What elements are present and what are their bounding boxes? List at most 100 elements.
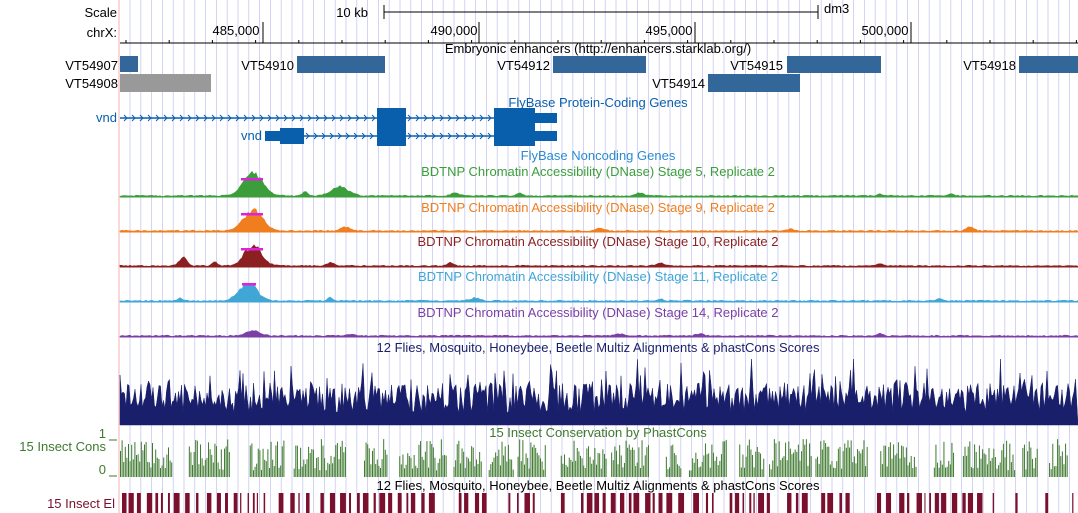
- phastcons-bar: [860, 453, 862, 477]
- phastcons-bar: [535, 447, 537, 477]
- chevron: [447, 114, 452, 122]
- protein-coding-genes-track[interactable]: FlyBase Protein-Coding Genes vnd vnd Fly…: [96, 95, 688, 163]
- phastcons-bar: [855, 463, 857, 477]
- gene-vnd-isoform-1[interactable]: vnd: [96, 108, 557, 128]
- phastcons-bar: [615, 450, 617, 477]
- conserved-element: [298, 493, 300, 513]
- phastcons-bar: [132, 459, 134, 477]
- conserved-elements-track[interactable]: 12 Flies, Mosquito, Honeybee, Beetle Mul…: [47, 478, 1074, 513]
- phastcons-bar: [644, 455, 646, 477]
- phastcons-bar: [193, 452, 195, 477]
- enhancer-feature[interactable]: [297, 56, 385, 73]
- enhancer-VT54907[interactable]: VT54907: [65, 56, 138, 73]
- enhancer-VT54915[interactable]: VT54915: [730, 56, 881, 73]
- phastcons-bar: [565, 465, 567, 477]
- phastcons-bar: [665, 456, 667, 477]
- chevron: [203, 114, 208, 122]
- phastcons-bar: [530, 442, 532, 477]
- enhancer-feature[interactable]: [553, 56, 646, 73]
- phastcons-bar: [341, 440, 343, 477]
- phastcons-bar: [278, 467, 280, 477]
- enhancer-feature[interactable]: [708, 74, 800, 92]
- phastcons-bar: [260, 469, 262, 477]
- phastcons-bar: [953, 452, 955, 477]
- phastcons-bar: [404, 468, 406, 477]
- conserved-element: [934, 493, 939, 513]
- phastcons-bar: [1036, 448, 1038, 477]
- conserved-element: [729, 493, 733, 513]
- phastcons-bar: [134, 442, 136, 477]
- phastcons-bar: [400, 464, 402, 477]
- conserved-element: [693, 493, 699, 513]
- phastcons-bar: [344, 447, 346, 477]
- dnase-signal: [119, 330, 1078, 338]
- phastcons-bar: [1012, 454, 1014, 477]
- phastcons-bar: [144, 444, 145, 477]
- phastcons-bar: [283, 440, 285, 477]
- conserved-element: [711, 493, 714, 513]
- phastcons-bar: [128, 443, 129, 477]
- position-ticks: [125, 22, 1077, 43]
- conserved-element: [1072, 493, 1074, 513]
- gene-vnd-isoform-2[interactable]: vnd: [241, 126, 557, 146]
- conserved-element: [340, 493, 346, 513]
- phastcons-bar: [1023, 444, 1025, 477]
- phastcons-bar: [192, 464, 194, 477]
- enhancer-VT54912[interactable]: VT54912: [497, 56, 646, 73]
- phastcons-bar: [219, 469, 221, 477]
- enhancer-VT54910[interactable]: VT54910: [241, 56, 385, 73]
- phastcons-bar: [1050, 469, 1052, 477]
- enhancer-VT54908[interactable]: VT54908: [65, 74, 211, 92]
- conserved-element: [899, 493, 905, 513]
- phastcons-bar: [568, 457, 570, 477]
- phastcons-bar: [296, 445, 298, 477]
- phastcons-bar: [901, 445, 903, 477]
- phastcons-bar: [825, 443, 827, 477]
- phastcons-bar: [211, 454, 213, 477]
- phastcons-bar: [894, 455, 896, 477]
- conserved-element: [252, 493, 255, 513]
- enhancer-feature[interactable]: [787, 56, 881, 73]
- phastcons-bar: [692, 458, 694, 477]
- base-position-ruler[interactable]: Scale chrX: 10 kb dm3 485,000 490,000 49…: [84, 1, 1078, 44]
- phastcons-bar: [912, 468, 914, 477]
- chevron: [423, 114, 428, 122]
- phastcons-bar: [506, 461, 508, 477]
- enhancer-VT54914[interactable]: VT54914: [652, 74, 800, 92]
- phastcons-bar: [371, 450, 373, 477]
- phastcons-bar: [591, 463, 593, 477]
- phastcons-bar: [421, 456, 423, 477]
- enhancer-label: VT54907: [65, 58, 118, 73]
- phastcons-bar: [602, 449, 604, 477]
- phastcons-bar: [498, 449, 500, 477]
- phastcons-bar: [222, 469, 224, 477]
- phastcons-bar: [967, 446, 969, 477]
- phastcons-bar: [384, 449, 386, 477]
- enhancer-feature[interactable]: [1019, 56, 1078, 73]
- phastcons-bar: [208, 442, 210, 477]
- phastcons-bar: [693, 462, 695, 477]
- enhancer-feature[interactable]: [120, 56, 138, 72]
- phastcons-bar: [464, 467, 466, 477]
- phastcons-side-label[interactable]: 15 Insect Cons: [19, 439, 106, 454]
- phastcons-bar: [789, 448, 791, 477]
- phastcons-bar: [306, 459, 308, 477]
- enhancer-VT54918[interactable]: VT54918: [963, 56, 1078, 73]
- enhancer-feature[interactable]: [120, 74, 211, 92]
- phastcons-bar: [885, 445, 887, 477]
- chevron: [299, 114, 304, 122]
- phastcons-bar: [336, 443, 338, 477]
- enhancers-track[interactable]: Embryonic enhancers (http://enhancers.st…: [65, 41, 1078, 92]
- phastcons-bar: [1002, 443, 1004, 477]
- gene-utr: [535, 131, 557, 141]
- phastcons-bar: [275, 445, 277, 477]
- conserved-element: [122, 493, 127, 513]
- elements-side-label[interactable]: 15 Insect El: [47, 496, 115, 511]
- dnase-tracks[interactable]: BDTNP Chromatin Accessibility (DNase) St…: [119, 164, 1078, 338]
- phastcons-bar: [752, 454, 754, 477]
- phastcons-track[interactable]: 15 Insect Conservation by PhastCons 15 I…: [19, 425, 1068, 477]
- phastcons-bar: [889, 442, 891, 477]
- multiz-conservation-track[interactable]: 12 Flies, Mosquito, Honeybee, Beetle Mul…: [119, 340, 1078, 426]
